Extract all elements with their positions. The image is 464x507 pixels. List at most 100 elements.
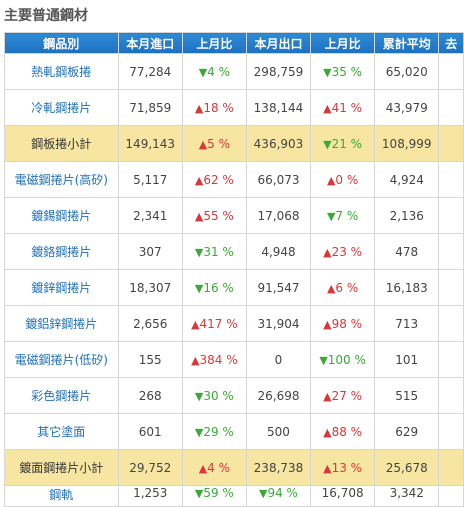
import-value: 1,253 bbox=[117, 485, 183, 507]
import-change: ▲5 % bbox=[181, 125, 247, 162]
product-name[interactable]: 彩色鋼捲片 bbox=[4, 377, 119, 414]
change-percent: 98 % bbox=[331, 316, 363, 331]
arrow-down-icon: ▼ bbox=[194, 389, 204, 403]
product-name[interactable]: 其它塗面 bbox=[4, 413, 119, 450]
import-change: ▲384 % bbox=[181, 341, 247, 378]
product-name[interactable]: 鋼軌 bbox=[4, 485, 119, 507]
arrow-up-icon: ▲ bbox=[194, 173, 204, 187]
last-year-value bbox=[438, 125, 464, 162]
change-percent: 29 % bbox=[203, 424, 234, 439]
cumulative-avg: 4,924 bbox=[374, 161, 440, 198]
import-value: 77,284 bbox=[117, 53, 183, 90]
header-last-year[interactable]: 去 bbox=[438, 32, 464, 54]
change-percent: 18 % bbox=[203, 100, 234, 115]
header-cumulative-avg[interactable]: 累計平均 bbox=[374, 32, 440, 54]
table-row: 鋼軌 1,253 ▼59 % ▼94 % 16,708 3,342 bbox=[4, 485, 464, 507]
arrow-down-icon: ▼ bbox=[194, 487, 204, 500]
product-name[interactable]: 鍍面鋼捲片小計 bbox=[4, 449, 119, 486]
table-row: 鍍鋁鋅鋼捲片 2,656 ▲417 % 31,904 ▲98 % 713 bbox=[4, 305, 464, 342]
product-name[interactable]: 鍍鋁鋅鋼捲片 bbox=[4, 305, 119, 342]
export-value: 66,073 bbox=[245, 161, 312, 198]
table-body: 熱軋鋼板捲 77,284 ▼4 % 298,759 ▼35 % 65,020 冷軋鋼捲片 71… bbox=[4, 53, 464, 507]
change-percent: 35 % bbox=[331, 64, 363, 79]
subtotal-row: 鍍面鋼捲片小計 29,752 ▲4 % 238,738 ▲13 % 25,678 bbox=[4, 449, 464, 486]
import-change: ▲55 % bbox=[181, 197, 247, 234]
cumulative-avg: 3,342 bbox=[374, 485, 440, 507]
import-value: 5,117 bbox=[117, 161, 183, 198]
cumulative-avg: 629 bbox=[374, 413, 440, 450]
import-value: 2,341 bbox=[117, 197, 183, 234]
arrow-up-icon: ▲ bbox=[326, 173, 336, 187]
cumulative-avg: 43,979 bbox=[374, 89, 440, 126]
last-year-value bbox=[438, 269, 464, 306]
export-change: ▲6 % bbox=[310, 269, 376, 306]
import-value: 2,656 bbox=[117, 305, 183, 342]
export-value: 17,068 bbox=[245, 197, 312, 234]
product-name[interactable]: 電磁鋼捲片(高矽) bbox=[4, 161, 119, 198]
product-name[interactable]: 鍍鉻鋼捲片 bbox=[4, 233, 119, 270]
arrow-up-icon: ▲ bbox=[198, 461, 208, 475]
header-export[interactable]: 本月出口 bbox=[245, 32, 312, 54]
product-name[interactable]: 鍍錫鋼捲片 bbox=[4, 197, 119, 234]
export-change: ▲13 % bbox=[310, 449, 376, 486]
export-value: 26,698 bbox=[245, 377, 312, 414]
header-export-change[interactable]: 上月比 bbox=[310, 32, 376, 54]
export-value: 4,948 bbox=[245, 233, 312, 270]
export-change: ▼100 % bbox=[310, 341, 376, 378]
header-import[interactable]: 本月進口 bbox=[117, 32, 183, 54]
import-change: ▲18 % bbox=[181, 89, 247, 126]
change-percent: 5 % bbox=[207, 136, 231, 151]
import-change: ▲417 % bbox=[181, 305, 247, 342]
change-percent: 13 % bbox=[331, 460, 363, 475]
last-year-value bbox=[438, 89, 464, 126]
cumulative-avg: 65,020 bbox=[374, 53, 440, 90]
change-percent: 16 % bbox=[203, 280, 234, 295]
arrow-up-icon: ▲ bbox=[323, 461, 332, 475]
arrow-down-icon: ▼ bbox=[319, 353, 328, 367]
arrow-down-icon: ▼ bbox=[194, 245, 204, 259]
product-name[interactable]: 鋼板捲小計 bbox=[4, 125, 119, 162]
arrow-down-icon: ▼ bbox=[259, 487, 268, 500]
export-change: ▲23 % bbox=[310, 233, 376, 270]
change-percent: 4 % bbox=[207, 64, 231, 79]
arrow-up-icon: ▲ bbox=[198, 137, 208, 151]
export-value: 138,144 bbox=[245, 89, 312, 126]
table-row: 熱軋鋼板捲 77,284 ▼4 % 298,759 ▼35 % 65,020 bbox=[4, 53, 464, 90]
import-change: ▲62 % bbox=[181, 161, 247, 198]
arrow-down-icon: ▼ bbox=[198, 65, 208, 79]
export-change: ▲27 % bbox=[310, 377, 376, 414]
cumulative-avg: 101 bbox=[374, 341, 440, 378]
product-name[interactable]: 電磁鋼捲片(低矽) bbox=[4, 341, 119, 378]
change-percent: 55 % bbox=[203, 208, 234, 223]
last-year-value bbox=[438, 233, 464, 270]
import-change: ▼31 % bbox=[181, 233, 247, 270]
product-name[interactable]: 冷軋鋼捲片 bbox=[4, 89, 119, 126]
export-change: ▲41 % bbox=[310, 89, 376, 126]
product-name[interactable]: 鍍鋅鋼捲片 bbox=[4, 269, 119, 306]
import-value: 601 bbox=[117, 413, 183, 450]
import-change: ▼29 % bbox=[181, 413, 247, 450]
product-name[interactable]: 熱軋鋼板捲 bbox=[4, 53, 119, 90]
export-value: 16,708 bbox=[310, 485, 376, 507]
arrow-down-icon: ▼ bbox=[323, 65, 332, 79]
export-change: ▲88 % bbox=[310, 413, 376, 450]
export-value: 436,903 bbox=[245, 125, 312, 162]
import-change: ▲4 % bbox=[181, 449, 247, 486]
change-percent: 417 % bbox=[199, 316, 238, 331]
export-value: 0 bbox=[245, 341, 312, 378]
change-percent: 7 % bbox=[335, 208, 359, 223]
last-year-value bbox=[438, 305, 464, 342]
cumulative-avg: 713 bbox=[374, 305, 440, 342]
header-product[interactable]: 鋼品別 bbox=[4, 32, 119, 54]
import-value: 18,307 bbox=[117, 269, 183, 306]
table-header-row: 鋼品別 本月進口 上月比 本月出口 上月比 累計平均 去 bbox=[4, 32, 464, 54]
import-value: 155 bbox=[117, 341, 183, 378]
last-year-value bbox=[438, 413, 464, 450]
export-change: ▼94 % bbox=[245, 485, 312, 507]
export-value: 298,759 bbox=[245, 53, 312, 90]
arrow-down-icon: ▼ bbox=[194, 281, 204, 295]
change-percent: 4 % bbox=[207, 460, 231, 475]
subtotal-row: 鋼板捲小計 149,143 ▲5 % 436,903 ▼21 % 108,999 bbox=[4, 125, 464, 162]
cumulative-avg: 108,999 bbox=[374, 125, 440, 162]
header-import-change[interactable]: 上月比 bbox=[181, 32, 247, 54]
